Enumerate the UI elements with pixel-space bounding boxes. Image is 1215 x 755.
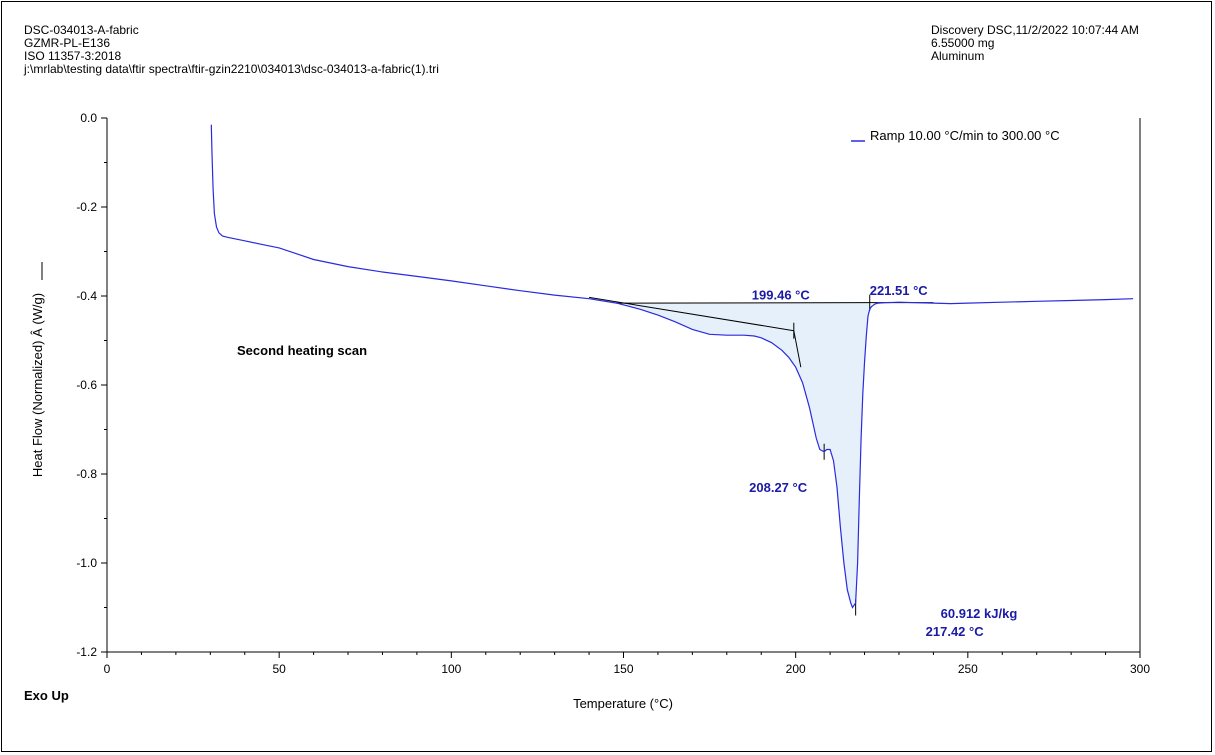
x-axis-label: Temperature (°C) [573,696,673,711]
x-tick-label: 300 [1130,662,1150,676]
x-tick-label: 200 [786,662,806,676]
peak-annotation: 217.42 °C [926,624,985,639]
plot-annotation: Second heating scan [237,343,367,358]
heat-flow-curve [210,124,1134,609]
x-tick-label: 50 [272,662,286,676]
x-tick-label: 250 [958,662,978,676]
y-axis-label: Heat Flow (Normalized) Â (W/g) [30,293,45,477]
y-tick-label: -1.0 [76,556,97,570]
y-tick-label: 0.0 [80,111,97,125]
sample-mass: 6.55000 mg [931,36,995,50]
peak-area-fill [616,302,870,608]
y-tick-label: -0.8 [76,467,97,481]
x-tick-label: 0 [104,662,111,676]
steep-tangent-line [793,330,802,368]
y-tick-label: -0.4 [76,289,97,303]
pan-type: Aluminum [931,49,985,63]
onset-tangent-line [588,296,794,332]
sample-name: DSC-034013-A-fabric [24,23,139,37]
instrument-and-date: Discovery DSC,11/2/2022 10:07:44 AM [931,23,1139,37]
x-tick-label: 100 [441,662,461,676]
peak-annotation: 60.912 kJ/kg [941,606,1018,621]
peak-annotation: 221.51 °C [870,283,929,298]
file-path: j:\mrlab\testing data\ftir spectra\ftir-… [24,62,439,76]
exo-up-label: Exo Up [24,688,69,703]
y-tick-label: -0.2 [76,200,97,214]
test-standard: ISO 11357-3:2018 [24,49,122,63]
peak-annotation: 208.27 °C [749,480,808,495]
legend-label: Ramp 10.00 °C/min to 300.00 °C [870,128,1060,143]
sample-info-block: DSC-034013-A-fabric GZMR-PL-E136 ISO 113… [24,24,439,76]
y-tick-label: -0.6 [76,378,97,392]
sample-operator-code: GZMR-PL-E136 [24,36,111,50]
instrument-info-block: Discovery DSC,11/2/2022 10:07:44 AM 6.55… [931,24,1139,63]
peak-annotation: 199.46 °C [752,288,811,303]
x-tick-label: 150 [613,662,633,676]
y-tick-label: -1.2 [76,645,97,659]
